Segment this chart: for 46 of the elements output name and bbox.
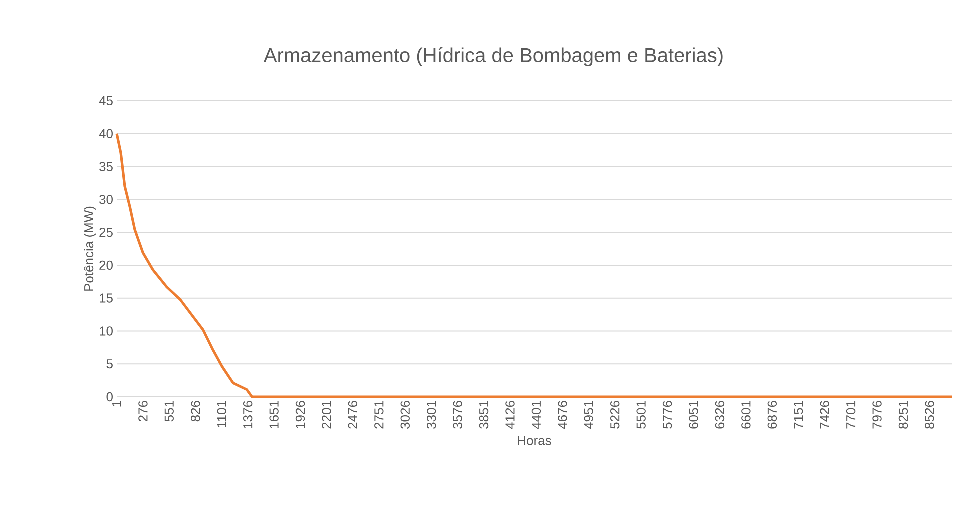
x-tick-label: 1926	[296, 401, 306, 428]
x-tick-label: 2751	[374, 401, 384, 429]
x-tick-label: 1101	[217, 401, 226, 428]
x-tick-label: 6326	[715, 401, 725, 429]
x-tick-label: 2201	[322, 401, 332, 429]
x-tick-label: 276	[138, 401, 148, 422]
x-tick-label: 2476	[348, 401, 358, 429]
x-tick-label: 3576	[453, 401, 462, 429]
x-tick-label: 6601	[742, 401, 751, 429]
y-tick-label: 20	[100, 260, 113, 270]
y-tick-label: 0	[106, 392, 113, 402]
x-tick-label: 5776	[662, 401, 672, 429]
x-tick-label: 3301	[426, 401, 436, 429]
x-tick-label: 3026	[400, 401, 410, 429]
x-tick-label: 1651	[270, 401, 279, 428]
x-tick-label: 7151	[794, 401, 804, 429]
x-axis-title: Horas	[518, 436, 552, 446]
x-tick-label: 4951	[584, 401, 594, 430]
x-tick-label: 8526	[925, 401, 934, 429]
x-tick-label: 1376	[243, 401, 253, 428]
y-tick-label: 15	[100, 294, 113, 303]
y-tick-label: 30	[100, 195, 113, 204]
x-tick-label: 6051	[689, 401, 698, 429]
x-tick-label: 8251	[898, 401, 908, 429]
y-tick-label: 5	[106, 360, 113, 369]
x-tick-label: 4676	[558, 401, 568, 430]
x-tick-label: 7976	[872, 401, 882, 429]
chart-title: Armazenamento (Hídrica de Bombagem e Baterias)	[264, 48, 723, 66]
x-tick-label: 4126	[506, 401, 515, 430]
x-tick-label: 826	[191, 401, 200, 422]
x-tick-label: 6876	[768, 401, 778, 429]
x-tick-label: 1	[112, 401, 122, 407]
line-series	[116, 132, 954, 398]
y-tick-label: 45	[99, 96, 113, 106]
x-tick-label: 551	[164, 401, 174, 422]
x-tick-label: 5501	[636, 401, 646, 429]
y-tick-label: 35	[100, 162, 113, 172]
y-tick-label: 40	[99, 129, 113, 138]
y-tick-label: 25	[100, 228, 113, 238]
x-tick-label: 7426	[820, 401, 830, 429]
y-tick-label: 10	[100, 326, 113, 336]
y-axis-title: Potência (MW)	[84, 206, 96, 291]
x-tick-label: 4401	[532, 401, 542, 430]
x-tick-label: 7701	[846, 401, 856, 429]
x-tick-label: 5226	[610, 401, 620, 429]
x-tick-label: 3851	[479, 401, 489, 429]
